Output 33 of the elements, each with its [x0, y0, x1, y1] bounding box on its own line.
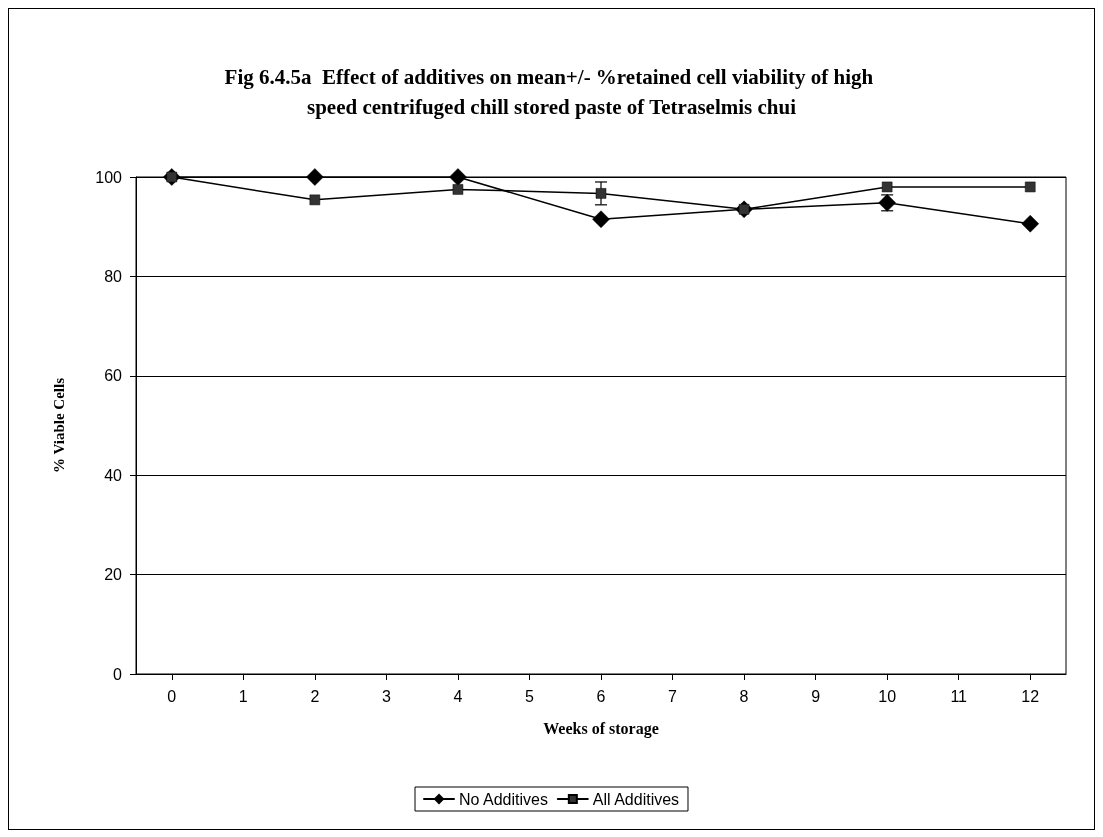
- x-tick-label: 11: [950, 687, 968, 705]
- x-tick-label: 4: [453, 687, 463, 705]
- x-tick-label: 3: [381, 687, 391, 705]
- x-tick-label: 1: [238, 687, 248, 705]
- point: [309, 194, 321, 206]
- y-tick-label: 0: [113, 665, 123, 683]
- x-tick-label: 9: [811, 687, 821, 705]
- point: [1024, 181, 1036, 193]
- x-tick-label: 0: [167, 687, 177, 705]
- x-axis-title: Weeks of storage: [543, 719, 659, 738]
- legend-label: No Additives: [459, 790, 548, 808]
- y-tick-label: 100: [95, 168, 123, 186]
- x-tick-label: 10: [878, 687, 897, 705]
- y-axis-title: % Viable Cells: [50, 377, 67, 474]
- x-tick-label: 7: [668, 687, 678, 705]
- y-tick-label: 40: [104, 466, 123, 484]
- point: [452, 184, 464, 195]
- point: [306, 168, 324, 186]
- x-tick-label: 12: [1021, 687, 1040, 705]
- legend-label: All Additives: [592, 790, 680, 808]
- y-tick-label: 20: [104, 566, 123, 584]
- x-tick-label: 6: [596, 687, 606, 705]
- y-tick-label: 80: [104, 267, 123, 285]
- point: [1021, 214, 1039, 233]
- point: [449, 168, 467, 186]
- point: [595, 188, 607, 199]
- y-tick-label: 60: [104, 367, 123, 385]
- x-tick-label: 2: [310, 687, 320, 705]
- x-tick-label: 8: [739, 687, 749, 705]
- chart-title: Fig 6.4.5a Effect of additives on mean+/- %retained cell viability of high speed centrifuged chill stored paste of Tetraselmis chui: [224, 65, 879, 119]
- x-tick-label: 5: [525, 687, 535, 705]
- point: [592, 210, 610, 228]
- point: [881, 181, 893, 193]
